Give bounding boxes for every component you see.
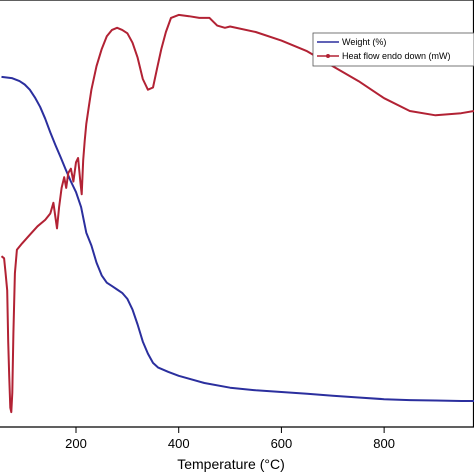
legend-box: [312, 32, 474, 67]
x-axis-ticks: 200 400 600 800: [65, 427, 395, 451]
x-tick-label: 800: [373, 436, 395, 451]
series-line-weight: [1, 75, 474, 402]
x-tick-label: 400: [168, 436, 190, 451]
series-line-heat-flow: [0, 13, 474, 414]
legend: Weight (%) Heat flow endo down (mW): [312, 32, 474, 67]
legend-label-heat-flow: Heat flow endo down (mW): [342, 51, 451, 61]
legend-label-weight: Weight (%): [342, 37, 386, 47]
legend-marker-heat-flow: [326, 54, 330, 58]
x-tick-label: 200: [65, 436, 87, 451]
x-tick-label: 600: [271, 436, 293, 451]
x-axis-label: Temperature (°C): [177, 456, 285, 472]
series-layer: [0, 13, 474, 414]
